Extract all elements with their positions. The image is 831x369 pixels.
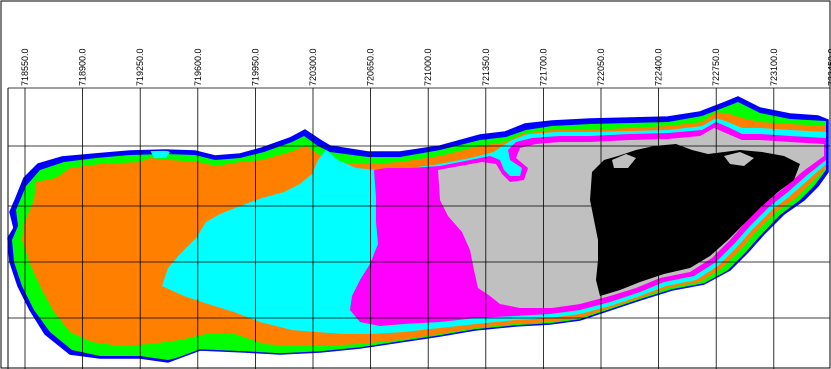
easting-tick-label: 718900.0 [78, 48, 88, 86]
zone-grey-pocket [612, 154, 636, 168]
easting-tick-label: 722050.0 [596, 48, 606, 86]
zone-grey-pocket-2 [724, 152, 754, 166]
easting-tick-label: 719950.0 [250, 48, 260, 86]
grid [7, 87, 830, 369]
zone-black [590, 144, 800, 296]
easting-tick-label: 721700.0 [538, 48, 548, 86]
easting-tick-label: 719600.0 [193, 48, 203, 86]
easting-tick-label: 720300.0 [308, 48, 318, 86]
easting-labels: 718550.0 718900.0 719250.0 719600.0 719950.0… [20, 48, 831, 86]
easting-tick-label: 721000.0 [423, 48, 433, 86]
easting-tick-label: 722750.0 [711, 48, 721, 86]
easting-tick-label: 723100.0 [769, 48, 779, 86]
easting-tick-label: 721350.0 [481, 48, 491, 86]
easting-tick-label: 719250.0 [135, 48, 145, 86]
easting-tick-label: 718550.0 [20, 48, 30, 86]
easting-tick-label: 722400.0 [654, 48, 664, 86]
easting-tick-label: 720650.0 [366, 48, 376, 86]
easting-tick-label: 723450.0 [826, 48, 831, 86]
